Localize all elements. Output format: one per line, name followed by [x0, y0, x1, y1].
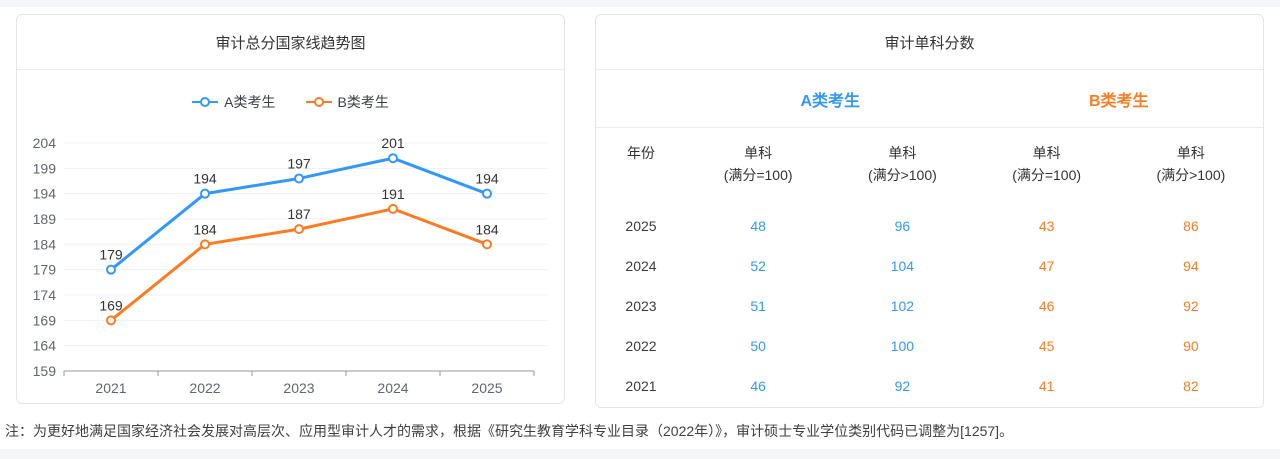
- score-column-header: 单科 (满分=100): [1012, 145, 1082, 183]
- group-header-b: B类考生: [1088, 92, 1149, 110]
- year-cell: 2021: [625, 378, 657, 394]
- score-cell: 46: [750, 378, 766, 394]
- table-row: 2021 46 92 41 82: [596, 366, 1263, 406]
- data-point-label: 194: [475, 171, 499, 187]
- score-rows: 2025 48 96 43 86 2024 52 104 47 94 2023 51 102 4…: [596, 206, 1263, 406]
- data-point-label: 184: [193, 221, 217, 237]
- score-cell: 47: [1038, 258, 1055, 274]
- score-cell: 100: [890, 338, 915, 354]
- score-cell: 52: [750, 258, 766, 274]
- trend-chart-title: 审计总分国家线趋势图: [17, 15, 564, 70]
- score-group-header-row: A类考生 B类考生: [596, 70, 1263, 128]
- y-tick-label: 174: [33, 287, 57, 303]
- y-tick-label: 204: [33, 135, 57, 151]
- year-column-header: 年份: [627, 145, 655, 161]
- y-tick-label: 199: [33, 160, 57, 176]
- group-header-a: A类考生: [800, 92, 861, 110]
- data-point-label: 201: [381, 135, 405, 151]
- score-column-header-row: 年份 单科 (满分=100) 单科 (满分>100) 单科 (满分=100) 单科 (满分>1…: [596, 128, 1263, 206]
- y-tick-label: 194: [33, 186, 57, 202]
- data-point-label: 169: [99, 297, 123, 313]
- score-cell: 92: [1183, 298, 1199, 314]
- trend-chart-area[interactable]: A类考生 B类考生 159 164 169 174 179 184 189 194 199 204 2…: [17, 70, 564, 404]
- score-column-header: 单科 (满分=100): [723, 145, 793, 183]
- data-point[interactable]: [106, 315, 116, 326]
- footnote: 注：为更好地满足国家经济社会发展对高层次、应用型审计人才的需求，根据《研究生教育…: [5, 423, 1014, 439]
- score-cell: 50: [750, 338, 766, 354]
- score-cell: 45: [1038, 338, 1055, 354]
- score-cell: 48: [750, 218, 766, 234]
- x-tick-label: 2024: [377, 380, 408, 396]
- score-cell: 102: [890, 298, 915, 314]
- score-cell: 82: [1183, 378, 1199, 394]
- score-cell: 96: [894, 218, 911, 234]
- x-tick-label: 2021: [95, 380, 126, 396]
- data-point[interactable]: [200, 239, 210, 250]
- score-cell: 90: [1183, 338, 1199, 354]
- data-point-label: 184: [475, 221, 499, 237]
- score-column-header: 单科 (满分>100): [1156, 145, 1226, 183]
- y-tick-label: 164: [33, 338, 57, 354]
- table-row: 2025 48 96 43 86: [596, 206, 1263, 246]
- score-cell: 92: [894, 378, 911, 394]
- data-point-label: 197: [287, 155, 311, 171]
- score-cell: 43: [1038, 218, 1055, 234]
- legend-label: A类考生: [224, 94, 276, 110]
- y-tick-label: 169: [33, 312, 57, 328]
- chart-legend: A类考生 B类考生: [17, 92, 564, 112]
- legend-label: B类考生: [337, 94, 389, 110]
- y-tick-label: 189: [33, 211, 57, 227]
- legend-item[interactable]: A类考生: [192, 92, 276, 112]
- y-tick-label: 184: [33, 236, 57, 252]
- data-point[interactable]: [388, 203, 398, 214]
- data-point[interactable]: [294, 224, 304, 235]
- data-point-label: 194: [193, 171, 217, 187]
- score-cell: 104: [890, 258, 915, 274]
- data-point[interactable]: [482, 188, 492, 199]
- y-tick-label: 159: [33, 363, 57, 379]
- score-cell: 46: [1038, 298, 1055, 314]
- bottom-strip: [0, 449, 1280, 459]
- year-cell: 2025: [625, 218, 657, 234]
- data-point[interactable]: [482, 239, 492, 250]
- year-cell: 2022: [625, 338, 657, 354]
- data-point[interactable]: [106, 264, 116, 275]
- data-point[interactable]: [200, 188, 210, 199]
- data-point[interactable]: [294, 173, 304, 184]
- score-table-title: 审计单科分数: [596, 15, 1263, 70]
- data-point[interactable]: [388, 153, 398, 164]
- x-tick-label: 2022: [189, 380, 220, 396]
- trend-chart-card: 审计总分国家线趋势图 A类考生 B类考生 159 164 169 174 179 184 18…: [16, 14, 565, 404]
- legend-item[interactable]: B类考生: [305, 92, 389, 112]
- trend-line-chart[interactable]: 159 164 169 174 179 184 189 194 199 204 2021 2022 20…: [17, 70, 564, 404]
- table-row: 2022 50 100 45 90: [596, 326, 1263, 366]
- score-cell: 41: [1038, 378, 1055, 394]
- data-point-label: 187: [287, 206, 311, 222]
- data-point-label: 179: [99, 247, 123, 263]
- score-table-card: 审计单科分数 A类考生 B类考生 年份 单科 (满分=100) 单科 (满分>100)…: [595, 14, 1264, 408]
- year-cell: 2023: [625, 298, 657, 314]
- x-tick-label: 2023: [283, 380, 314, 396]
- score-cell: 86: [1183, 218, 1199, 234]
- table-row: 2024 52 104 47 94: [596, 246, 1263, 286]
- score-column-header: 单科 (满分>100): [867, 145, 937, 183]
- data-point-label: 191: [381, 186, 405, 202]
- legend-marker-icon: [192, 97, 219, 107]
- year-cell: 2024: [625, 258, 657, 274]
- score-cell: 51: [750, 298, 766, 314]
- top-strip: [0, 0, 1280, 7]
- table-row: 2023 51 102 46 92: [596, 286, 1263, 326]
- legend-marker-icon: [305, 97, 332, 107]
- score-cell: 94: [1183, 258, 1199, 274]
- x-tick-label: 2025: [471, 380, 502, 396]
- y-tick-label: 179: [33, 262, 57, 278]
